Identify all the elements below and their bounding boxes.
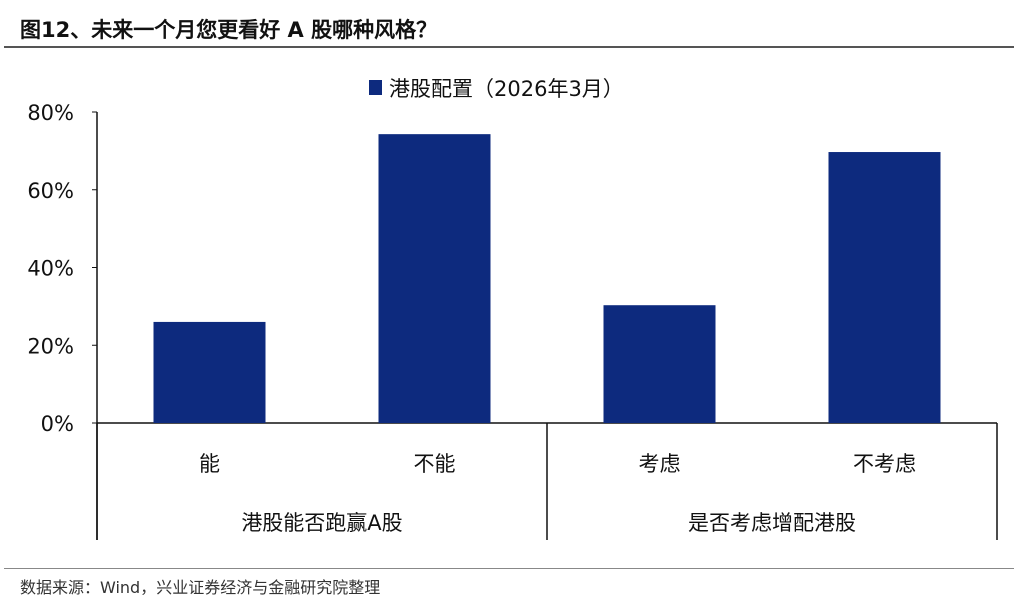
category-label: 不考虑 xyxy=(853,452,916,476)
y-tick-label: 60% xyxy=(27,179,74,203)
y-tick-label: 80% xyxy=(27,101,74,125)
bar xyxy=(378,134,491,423)
category-label: 能 xyxy=(199,452,220,476)
group-label: 港股能否跑赢A股 xyxy=(241,511,402,535)
header-rule xyxy=(4,46,1014,48)
legend-swatch xyxy=(369,80,382,95)
y-tick-label: 0% xyxy=(41,412,74,436)
chart-title: 图12、未来一个月您更看好 A 股哪种风格？ xyxy=(20,18,438,42)
category-label: 考虑 xyxy=(639,452,681,476)
y-tick-label: 20% xyxy=(27,334,74,358)
y-tick-label: 40% xyxy=(27,257,74,281)
bar xyxy=(828,152,941,423)
bar xyxy=(153,321,266,423)
group-label: 是否考虑增配港股 xyxy=(688,511,856,535)
bar xyxy=(603,305,716,423)
legend-label: 港股配置（2026年3月） xyxy=(389,77,624,101)
source-note: 数据来源：Wind，兴业证券经济与金融研究院整理 xyxy=(20,578,381,597)
category-label: 不能 xyxy=(414,452,456,476)
footer-rule xyxy=(4,568,1014,569)
